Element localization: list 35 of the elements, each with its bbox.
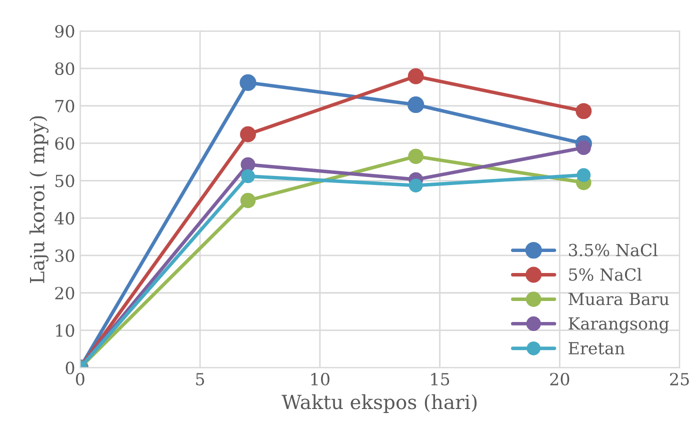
point — [241, 169, 255, 184]
x-axis-title: Waktu ekspos (hari) — [282, 394, 477, 414]
x-tick-label: 15 — [431, 372, 450, 386]
point — [240, 192, 256, 208]
y-tick-label: 60 — [55, 137, 74, 150]
x-tick-label: 25 — [670, 372, 689, 386]
point — [576, 103, 592, 120]
x-tick-label: 10 — [311, 372, 330, 386]
point — [408, 178, 423, 192]
point — [240, 74, 256, 91]
y-tick-label: 90 — [55, 24, 74, 38]
y-tick-label: 0 — [66, 362, 74, 374]
y-tick-label: 50 — [56, 174, 74, 188]
point — [576, 168, 591, 182]
x-tick-label: 5 — [196, 373, 204, 386]
point — [240, 126, 256, 142]
y-axis-title: Laju koroi ( mpy) — [29, 116, 49, 283]
point — [240, 157, 256, 172]
legend-label: Karangsong — [568, 317, 669, 334]
legend-label: Muara Baru — [568, 292, 669, 306]
point — [407, 96, 424, 114]
x-tick-label: 20 — [550, 372, 570, 386]
point — [576, 140, 591, 156]
y-tick-label: 20 — [55, 286, 74, 300]
y-tick-label: 30 — [55, 249, 74, 262]
legend-label: Eretan — [568, 342, 625, 354]
x-tick-label: 0 — [76, 372, 84, 386]
y-tick-label: 80 — [55, 62, 74, 75]
point — [408, 148, 424, 164]
y-tick-label: 10 — [56, 324, 74, 337]
y-tick-label: 70 — [55, 100, 74, 112]
y-tick-label: 40 — [54, 212, 74, 225]
point — [408, 68, 424, 84]
legend-label: 5% NaCl — [569, 268, 642, 281]
legend-label: 3.5% NaCl — [569, 243, 658, 256]
